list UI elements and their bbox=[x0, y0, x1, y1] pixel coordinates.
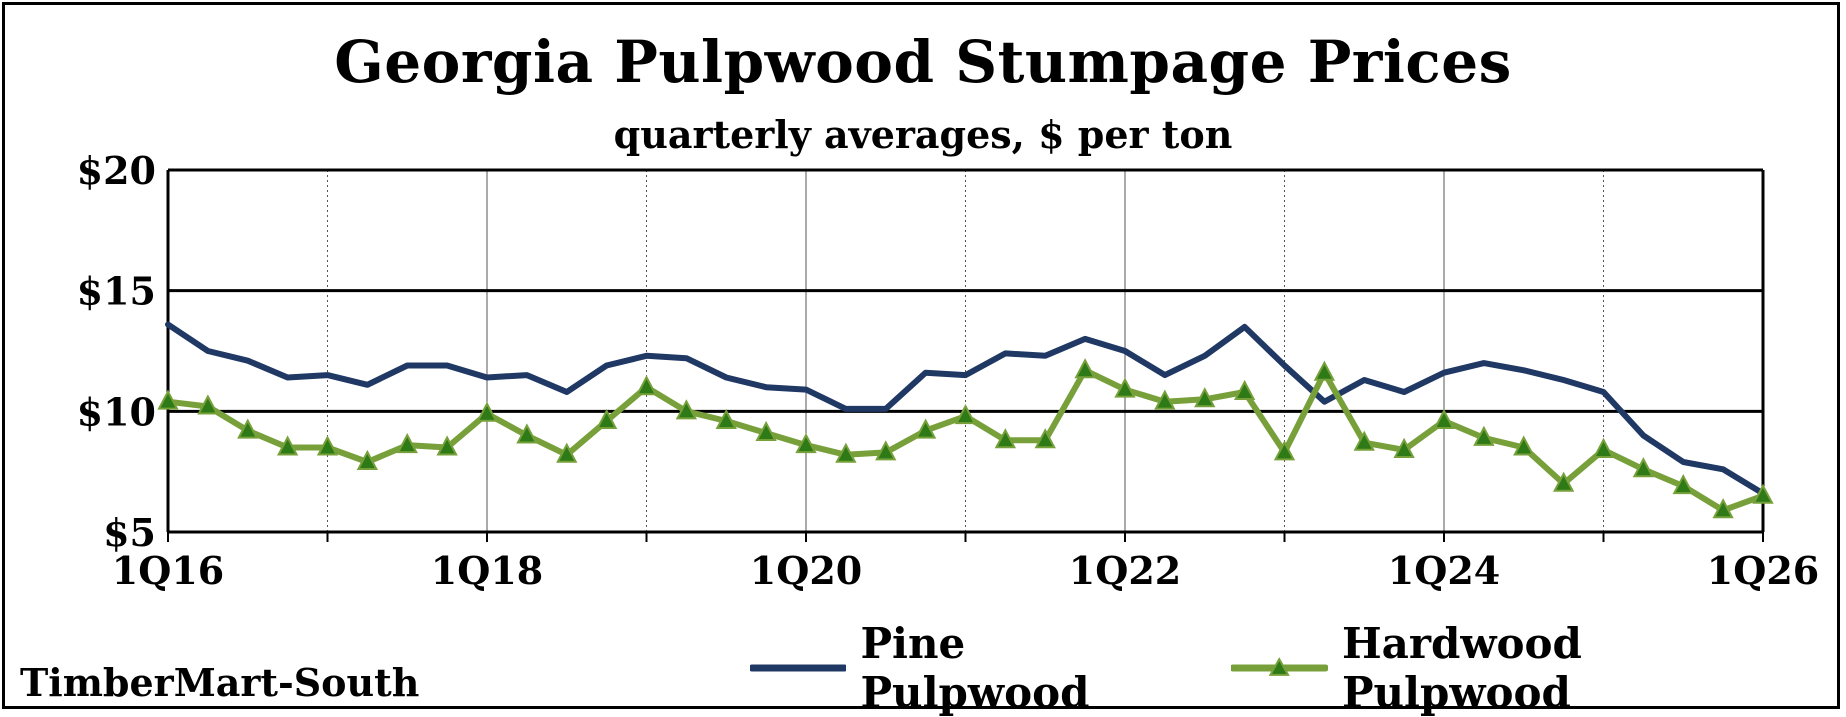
data-point-hardwood bbox=[356, 449, 379, 471]
legend: Pine Pulpwood Hardwood Pulpwood bbox=[750, 619, 1846, 717]
data-point-hardwood bbox=[157, 389, 179, 410]
data-point-hardwood bbox=[755, 420, 777, 442]
data-point-hardwood bbox=[1473, 425, 1495, 446]
data-point-hardwood bbox=[875, 440, 897, 461]
data-point-hardwood bbox=[994, 428, 1017, 449]
legend-swatch-hardwood bbox=[1231, 657, 1328, 676]
data-point-hardwood bbox=[1752, 483, 1774, 504]
data-point-hardwood bbox=[1034, 428, 1056, 449]
y-tick-label: $20 bbox=[77, 148, 156, 193]
data-point-hardwood bbox=[556, 442, 578, 463]
data-point-hardwood bbox=[954, 404, 977, 425]
x-tick-label: 1Q24 bbox=[1388, 548, 1500, 593]
data-point-hardwood bbox=[1233, 379, 1256, 401]
data-point-hardwood bbox=[1313, 360, 1336, 381]
data-point-hardwood bbox=[1154, 389, 1176, 410]
data-point-hardwood bbox=[1353, 430, 1375, 451]
data-point-hardwood bbox=[476, 401, 498, 422]
data-point-hardwood bbox=[1114, 377, 1136, 398]
data-point-hardwood bbox=[276, 435, 299, 456]
data-point-hardwood bbox=[396, 432, 418, 454]
data-point-hardwood bbox=[1632, 457, 1655, 478]
source-label: TimberMart-South bbox=[20, 660, 420, 705]
legend-label-hardwood: Hardwood Pulpwood bbox=[1341, 619, 1582, 717]
x-tick-label: 1Q16 bbox=[112, 548, 224, 593]
legend-label-pine: Pine Pulpwood bbox=[860, 619, 1090, 717]
legend-item-pine: Pine Pulpwood bbox=[750, 619, 1203, 717]
y-tick-label: $10 bbox=[77, 389, 156, 434]
data-point-hardwood bbox=[595, 408, 618, 429]
data-point-hardwood bbox=[316, 435, 339, 456]
chart-title: Georgia Pulpwood Stumpage Prices bbox=[334, 28, 1512, 96]
data-point-hardwood bbox=[835, 442, 857, 463]
data-point-hardwood bbox=[1433, 408, 1455, 429]
data-point-hardwood bbox=[1712, 498, 1734, 519]
data-point-hardwood bbox=[436, 435, 458, 456]
x-tick-label: 1Q20 bbox=[750, 548, 862, 593]
data-point-hardwood bbox=[1273, 440, 1296, 461]
y-tick-label: $15 bbox=[77, 269, 156, 314]
data-point-hardwood bbox=[1074, 358, 1096, 379]
data-point-hardwood bbox=[516, 423, 538, 444]
legend-item-hardwood: Hardwood Pulpwood bbox=[1231, 619, 1818, 717]
data-point-hardwood bbox=[1513, 435, 1535, 456]
y-tick-label: $5 bbox=[103, 510, 156, 555]
data-point-hardwood bbox=[675, 399, 698, 420]
data-point-hardwood bbox=[1393, 437, 1415, 458]
series-line-pine bbox=[165, 321, 1766, 497]
legend-swatch-pine bbox=[750, 664, 847, 672]
data-point-hardwood bbox=[914, 418, 937, 439]
data-point-hardwood bbox=[1592, 437, 1615, 458]
data-point-hardwood bbox=[1194, 387, 1216, 408]
data-point-hardwood bbox=[795, 432, 817, 454]
x-tick-label: 1Q22 bbox=[1069, 548, 1181, 593]
data-point-hardwood bbox=[715, 408, 737, 429]
x-tick-label: 1Q18 bbox=[431, 548, 543, 593]
data-point-hardwood bbox=[237, 418, 259, 439]
x-tick-label: 1Q26 bbox=[1707, 548, 1819, 593]
data-point-hardwood bbox=[197, 394, 219, 415]
chart-subtitle: quarterly averages, $ per ton bbox=[613, 112, 1233, 157]
data-point-hardwood bbox=[1672, 474, 1694, 495]
data-point-hardwood bbox=[1552, 471, 1575, 492]
data-point-hardwood bbox=[635, 375, 658, 396]
